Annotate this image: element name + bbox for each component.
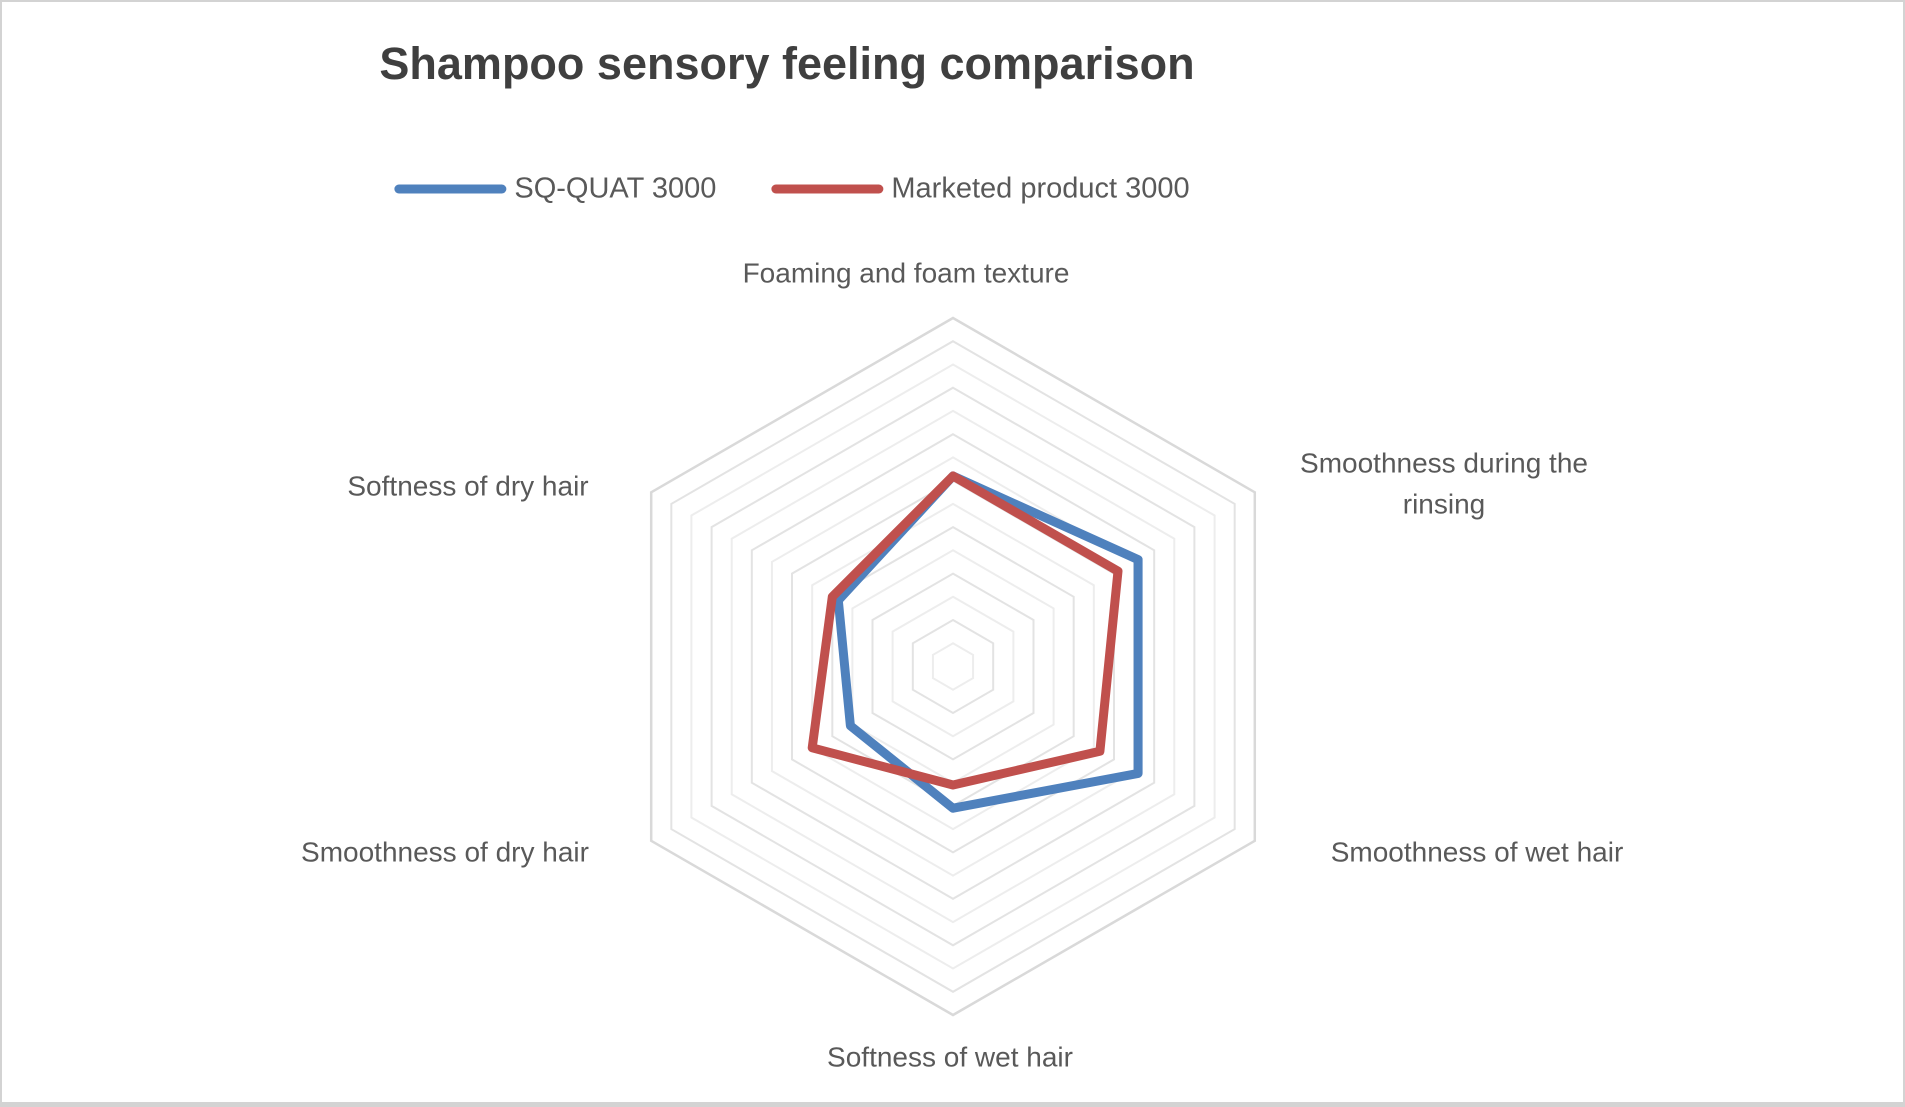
series-polygon-sq-quat-3000 bbox=[833, 471, 1143, 813]
legend-label: Marketed product 3000 bbox=[891, 172, 1190, 205]
grid-ring bbox=[710, 386, 1196, 947]
grid-ring bbox=[670, 340, 1236, 993]
series-polygon-marketed-product-3000 bbox=[807, 471, 1123, 790]
axis-label-softness-of-wet-hair: Softness of wet hair bbox=[827, 1041, 1073, 1073]
grid-ring bbox=[871, 572, 1035, 761]
legend-line-icon bbox=[771, 184, 884, 194]
grid-ring bbox=[911, 618, 995, 715]
grid-ring bbox=[750, 433, 1156, 900]
chart-legend: SQ-QUAT 3000 Marketed product 3000 bbox=[394, 172, 1190, 206]
axis-label-foaming-and-foam-texture: Foaming and foam texture bbox=[742, 257, 1070, 289]
legend-item-marketed-product-3000: Marketed product 3000 bbox=[771, 172, 1190, 206]
grid-ring bbox=[649, 316, 1257, 1017]
legend-line-icon bbox=[394, 184, 507, 194]
grid-ring bbox=[730, 409, 1176, 924]
grid-ring bbox=[891, 595, 1015, 738]
legend-label: SQ-QUAT 3000 bbox=[514, 172, 717, 205]
axis-label-smoothness-of-dry-hair: Smoothness of dry hair bbox=[301, 836, 589, 868]
axis-label-smoothness-of-wet-hair: Smoothness of wet hair bbox=[1330, 836, 1624, 868]
grid-ring bbox=[931, 642, 975, 691]
legend-item-sq-quat-3000: SQ-QUAT 3000 bbox=[394, 173, 716, 206]
axis-label-softness-of-dry-hair: Softness of dry hair bbox=[347, 470, 589, 502]
grid-ring bbox=[811, 502, 1095, 831]
axis-label-smoothness-during-the-rinsing: Smoothness during the rinsing bbox=[1300, 447, 1588, 519]
grid-ring bbox=[690, 363, 1216, 970]
chart-title: Shampoo sensory feeling comparison bbox=[379, 38, 1195, 89]
